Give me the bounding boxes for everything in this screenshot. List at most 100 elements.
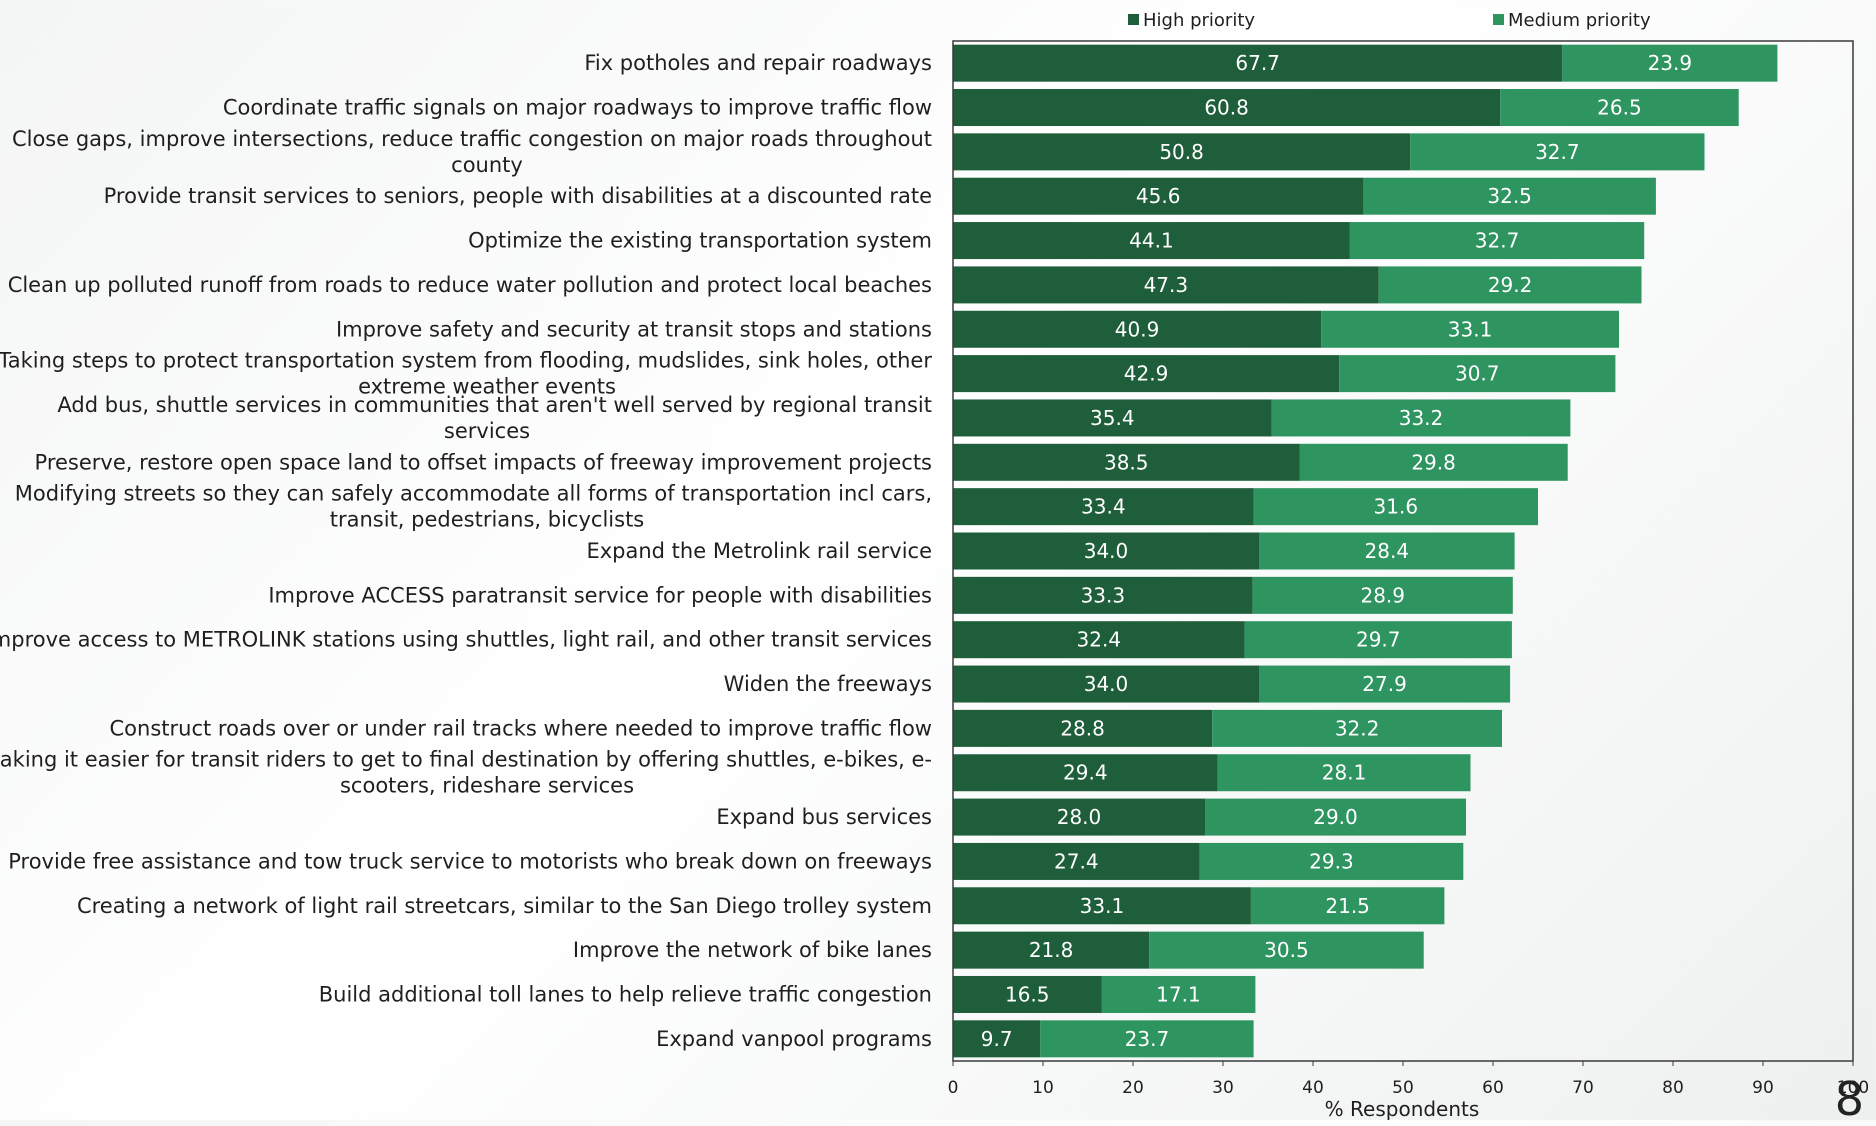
legend-label: Medium priority: [1508, 10, 1651, 31]
bar-high-priority: [953, 399, 1272, 437]
bar-medium-priority: [1253, 488, 1538, 526]
data-label-medium-priority: 31.6: [1374, 495, 1419, 519]
category-label-line: scooters, rideshare services: [340, 774, 634, 798]
data-label-high-priority: 45.6: [1136, 184, 1181, 208]
category-label: Optimize the existing transportation sys…: [468, 229, 932, 253]
legend-swatch: [1493, 14, 1504, 25]
category-label-line: Fix potholes and repair roadways: [584, 51, 932, 75]
category-label: Widen the freeways: [724, 672, 932, 696]
bar-high-priority: [953, 310, 1322, 348]
data-label-high-priority: 35.4: [1090, 406, 1135, 430]
category-label-line: Expand the Metrolink rail service: [586, 539, 932, 563]
bar-medium-priority: [1250, 887, 1445, 925]
bar-medium-priority: [1199, 842, 1464, 880]
category-label-line: Expand bus services: [716, 805, 932, 829]
data-label-high-priority: 34.0: [1084, 539, 1129, 563]
data-label-high-priority: 33.1: [1080, 894, 1125, 918]
data-label-medium-priority: 28.1: [1322, 761, 1367, 785]
bar-medium-priority: [1259, 532, 1515, 570]
data-label-high-priority: 60.8: [1204, 96, 1249, 120]
category-label: Improve ACCESS paratransit service for p…: [268, 583, 932, 607]
bar-medium-priority: [1259, 665, 1511, 703]
category-label-line: Creating a network of light rail streetc…: [77, 894, 932, 918]
x-tick-label: 60: [1482, 1078, 1504, 1098]
category-label: Clean up polluted runoff from roads to r…: [8, 273, 932, 297]
bar-high-priority: [953, 576, 1253, 614]
data-label-high-priority: 16.5: [1005, 982, 1050, 1006]
bar-medium-priority: [1040, 1020, 1254, 1058]
bar-medium-priority: [1339, 355, 1616, 393]
data-label-medium-priority: 32.5: [1487, 184, 1532, 208]
data-label-medium-priority: 28.9: [1360, 583, 1405, 607]
bar-medium-priority: [1244, 621, 1512, 659]
bar-medium-priority: [1299, 443, 1568, 481]
category-label: Creating a network of light rail streetc…: [77, 894, 932, 918]
data-label-high-priority: 9.7: [981, 1027, 1013, 1051]
data-label-medium-priority: 21.5: [1325, 894, 1370, 918]
bar-high-priority: [953, 266, 1379, 304]
category-label-line: Expand vanpool programs: [656, 1027, 932, 1051]
bar-medium-priority: [1271, 399, 1571, 437]
category-label: Construct roads over or under rail track…: [110, 716, 933, 740]
category-label: Expand bus services: [716, 805, 932, 829]
data-label-medium-priority: 29.3: [1309, 849, 1354, 873]
category-label-line: Coordinate traffic signals on major road…: [223, 96, 932, 120]
bar-high-priority: [953, 89, 1501, 127]
data-label-high-priority: 32.4: [1077, 628, 1122, 652]
category-label-line: Improve the network of bike lanes: [573, 938, 932, 962]
bar-medium-priority: [1205, 798, 1466, 836]
x-tick-label: 50: [1392, 1078, 1414, 1098]
bar-medium-priority: [1217, 754, 1471, 792]
category-label-line: Improve ACCESS paratransit service for p…: [268, 583, 932, 607]
data-label-high-priority: 38.5: [1104, 450, 1149, 474]
category-label: Fix potholes and repair roadways: [584, 51, 932, 75]
data-label-medium-priority: 30.7: [1455, 362, 1500, 386]
x-tick-label: 90: [1752, 1078, 1774, 1098]
bar-high-priority: [953, 621, 1245, 659]
x-tick-label: 40: [1302, 1078, 1324, 1098]
bar-medium-priority: [1252, 576, 1513, 614]
bar-high-priority: [953, 44, 1563, 82]
category-label: Close gaps, improve intersections, reduc…: [12, 127, 932, 177]
bar-high-priority: [953, 133, 1411, 171]
data-label-high-priority: 28.8: [1060, 716, 1105, 740]
category-label: Expand vanpool programs: [656, 1027, 932, 1051]
data-label-medium-priority: 33.1: [1448, 317, 1493, 341]
bar-medium-priority: [1349, 222, 1645, 260]
bar-medium-priority: [1363, 177, 1656, 215]
category-label: Taking steps to protect transportation s…: [0, 349, 932, 399]
page-number: 8: [1834, 1072, 1864, 1126]
data-label-high-priority: 34.0: [1084, 672, 1129, 696]
bar-medium-priority: [1101, 975, 1256, 1013]
data-label-medium-priority: 27.9: [1362, 672, 1407, 696]
category-label-line: Widen the freeways: [724, 672, 932, 696]
category-label: Provide transit services to seniors, peo…: [104, 184, 932, 208]
category-label-line: Provide free assistance and tow truck se…: [8, 849, 932, 873]
category-label-line: Close gaps, improve intersections, reduc…: [12, 127, 932, 151]
bar-medium-priority: [1378, 266, 1642, 304]
category-label-line: Construct roads over or under rail track…: [110, 716, 933, 740]
data-label-high-priority: 67.7: [1235, 51, 1280, 75]
data-label-high-priority: 27.4: [1054, 849, 1099, 873]
legend-label: High priority: [1143, 10, 1255, 31]
data-label-medium-priority: 29.8: [1411, 450, 1456, 474]
x-tick-label: 0: [948, 1078, 959, 1098]
category-label-line: Add bus, shuttle services in communities…: [57, 393, 932, 417]
data-label-medium-priority: 33.2: [1399, 406, 1444, 430]
data-label-high-priority: 28.0: [1057, 805, 1102, 829]
data-label-medium-priority: 17.1: [1156, 982, 1201, 1006]
data-label-medium-priority: 28.4: [1365, 539, 1410, 563]
data-label-medium-priority: 26.5: [1597, 96, 1642, 120]
bar-high-priority: [953, 931, 1150, 969]
bar-high-priority: [953, 1020, 1041, 1058]
bar-high-priority: [953, 532, 1259, 570]
data-label-high-priority: 33.3: [1081, 583, 1126, 607]
bar-high-priority: [953, 488, 1254, 526]
data-label-medium-priority: 23.9: [1648, 51, 1693, 75]
bar-medium-priority: [1149, 931, 1424, 969]
bar-high-priority: [953, 842, 1200, 880]
category-label: Preserve, restore open space land to off…: [35, 450, 932, 474]
category-label: Improve the network of bike lanes: [573, 938, 932, 962]
data-label-medium-priority: 29.2: [1488, 273, 1533, 297]
